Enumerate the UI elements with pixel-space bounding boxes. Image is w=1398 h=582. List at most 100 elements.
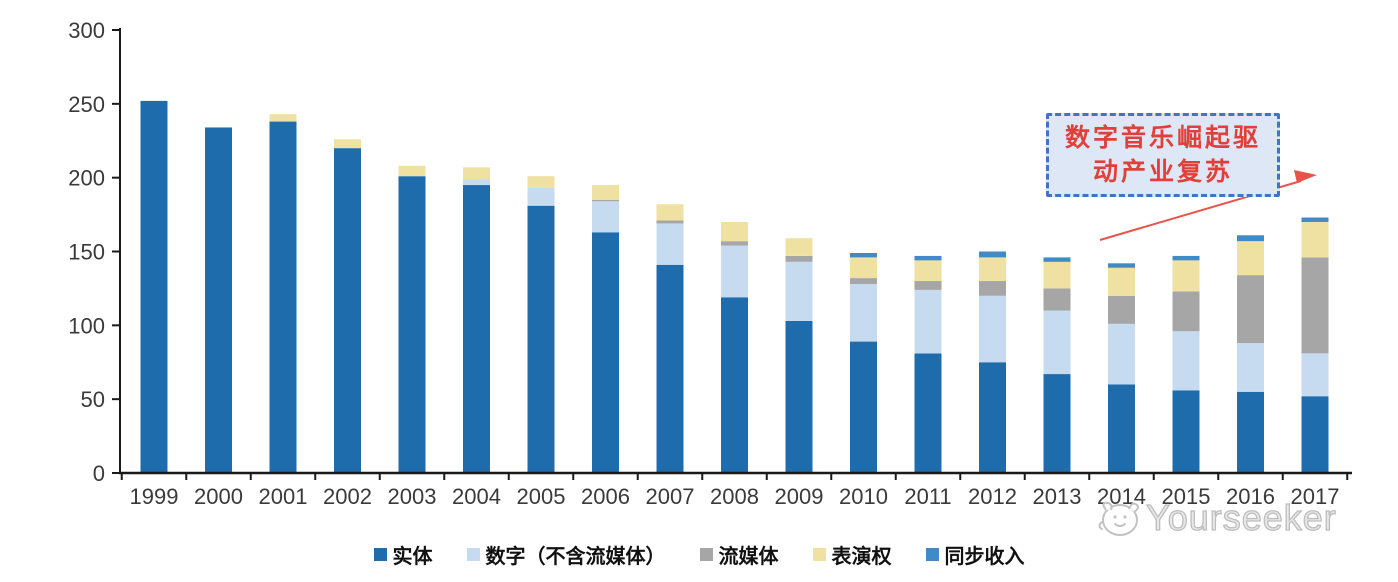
bar-segment-2015 xyxy=(1172,331,1200,391)
bar-segment-2003 xyxy=(398,176,426,473)
bar-segment-2004 xyxy=(463,185,490,474)
bar-segment-2004 xyxy=(463,179,490,186)
x-axis-label: 2001 xyxy=(259,484,308,509)
bar-segment-2015 xyxy=(1172,291,1200,332)
bar-segment-2016 xyxy=(1237,235,1264,242)
watermark-text: Yourseeker xyxy=(1145,496,1337,538)
legend-swatch-icon xyxy=(925,548,939,561)
bar-segment-2007 xyxy=(656,204,684,221)
bar-segment-2006 xyxy=(592,199,619,202)
legend-label: 数字（不含流媒体） xyxy=(485,546,666,568)
legend-label: 表演权 xyxy=(831,546,892,568)
bar-segment-2009 xyxy=(785,320,813,473)
legend-item-3: 表演权 xyxy=(812,540,892,569)
y-axis-label: 250 xyxy=(68,92,105,117)
bar-segment-2014 xyxy=(1108,384,1135,473)
bar-segment-2013 xyxy=(1043,310,1071,375)
x-axis-label: 2016 xyxy=(1226,484,1275,509)
bar-segment-2006 xyxy=(592,232,619,473)
bar-segment-2008 xyxy=(721,245,748,298)
bar-segment-2006 xyxy=(592,201,619,233)
y-axis-label: 100 xyxy=(68,313,105,338)
legend-item-1: 数字（不含流媒体） xyxy=(466,540,666,569)
legend-label: 流媒体 xyxy=(718,546,779,568)
bar-segment-2014 xyxy=(1108,323,1135,385)
bar-segment-2002 xyxy=(334,139,361,149)
bar-segment-2014 xyxy=(1108,295,1135,324)
bar-segment-2016 xyxy=(1237,391,1264,473)
bar-segment-2004 xyxy=(463,167,490,180)
chart-legend: 实体 数字（不含流媒体） 流媒体 表演权 同步收入 xyxy=(0,540,1398,569)
bar-segment-2017 xyxy=(1301,217,1329,222)
bar-segment-2005 xyxy=(527,205,555,473)
legend-swatch-icon xyxy=(699,548,713,561)
x-axis-label: 2005 xyxy=(517,484,566,509)
x-axis-label: 1999 xyxy=(130,484,179,509)
bar-segment-2011 xyxy=(914,353,942,473)
bar-segment-1999 xyxy=(140,100,168,473)
bar-segment-2015 xyxy=(1172,260,1200,292)
bar-segment-2001 xyxy=(269,114,297,122)
y-axis-label: 0 xyxy=(93,461,105,486)
bar-segment-2012 xyxy=(979,257,1006,282)
bar-segment-2003 xyxy=(398,165,426,177)
legend-item-0: 实体 xyxy=(373,540,433,569)
bar-segment-2007 xyxy=(656,220,684,224)
bar-segment-2009 xyxy=(785,238,813,256)
x-axis-label: 2007 xyxy=(646,484,695,509)
bar-segment-2013 xyxy=(1043,288,1071,311)
bar-segment-2013 xyxy=(1043,257,1071,262)
bar-segment-2009 xyxy=(785,261,813,321)
bar-segment-2011 xyxy=(914,289,942,354)
legend-swatch-icon xyxy=(812,548,826,561)
annotation-line-2: 动产业复苏 xyxy=(1092,158,1233,186)
bar-segment-2017 xyxy=(1301,257,1329,354)
y-axis-label: 200 xyxy=(68,166,105,191)
y-axis-label: 50 xyxy=(81,387,105,412)
x-axis-label: 2010 xyxy=(839,484,888,509)
x-axis-label: 2000 xyxy=(194,484,243,509)
legend-swatch-icon xyxy=(466,548,480,561)
x-axis-label: 2009 xyxy=(775,484,824,509)
x-axis-label: 2008 xyxy=(710,484,759,509)
yourseeker-logo-icon xyxy=(1098,501,1139,536)
bar-segment-2015 xyxy=(1172,255,1200,261)
bar-segment-2014 xyxy=(1108,267,1135,296)
x-axis-label: 2003 xyxy=(388,484,437,509)
legend-label: 实体 xyxy=(392,546,433,568)
bar-segment-2008 xyxy=(721,221,748,242)
x-axis-label: 2006 xyxy=(581,484,630,509)
x-axis-label: 2002 xyxy=(323,484,372,509)
bar-segment-2010 xyxy=(850,257,877,279)
bar-segment-2010 xyxy=(850,283,877,342)
x-axis-label: 2013 xyxy=(1033,484,1082,509)
legend-swatch-icon xyxy=(373,548,387,561)
x-axis-label: 2012 xyxy=(968,484,1017,509)
bar-segment-2010 xyxy=(850,252,877,258)
bar-segment-2005 xyxy=(527,176,555,189)
bar-segment-2014 xyxy=(1108,263,1135,268)
bar-segment-2001 xyxy=(269,121,297,473)
bar-segment-2008 xyxy=(721,297,748,473)
bar-segment-2006 xyxy=(592,185,619,200)
y-axis-label: 300 xyxy=(68,18,105,43)
bar-segment-2017 xyxy=(1301,396,1329,473)
bar-segment-2017 xyxy=(1301,221,1329,258)
bar-segment-2002 xyxy=(334,148,361,473)
bar-segment-2012 xyxy=(979,251,1006,258)
bar-segment-2010 xyxy=(850,278,877,284)
bar-segment-2005 xyxy=(527,188,555,206)
bar-segment-2016 xyxy=(1237,241,1264,276)
bar-segment-2010 xyxy=(850,341,877,473)
annotation-callout: 数字音乐崛起驱 动产业复苏 xyxy=(1046,113,1280,197)
x-axis-label: 2017 xyxy=(1291,484,1340,509)
bar-segment-2012 xyxy=(979,281,1006,296)
bar-segment-2016 xyxy=(1237,343,1264,392)
bar-segment-2015 xyxy=(1172,390,1200,473)
bar-segment-2017 xyxy=(1301,353,1329,397)
y-axis-label: 150 xyxy=(68,240,105,265)
bar-segment-2011 xyxy=(914,260,942,282)
bar-segment-2008 xyxy=(721,241,748,246)
